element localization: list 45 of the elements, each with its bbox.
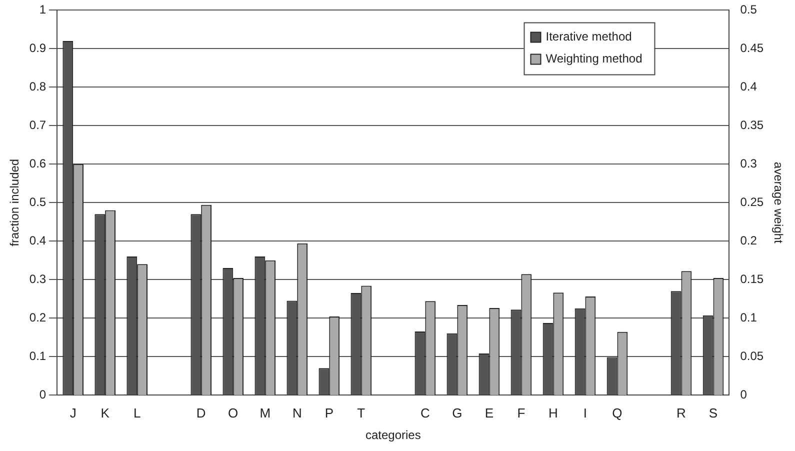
x-tick-label: H xyxy=(548,405,558,420)
legend-label: Weighting method xyxy=(546,52,642,66)
y2-tick-label: 0.45 xyxy=(740,40,764,55)
x-tick-label: C xyxy=(420,405,430,420)
x-tick-label: Q xyxy=(612,405,622,420)
y-tick-label: 0.4 xyxy=(29,233,46,248)
x-tick-label: S xyxy=(708,405,718,420)
x-tick-label: F xyxy=(517,405,526,420)
x-tick-label: J xyxy=(70,405,76,420)
x-tick-label: P xyxy=(324,405,334,420)
x-tick-label: R xyxy=(676,405,686,420)
x-tick-label: I xyxy=(583,405,588,420)
y2-tick-label: 0 xyxy=(740,387,748,402)
x-tick-label: O xyxy=(228,405,238,420)
y2-tick-label: 0.05 xyxy=(740,348,764,363)
y-tick-label: 0.2 xyxy=(29,310,46,324)
y2-axis-title: average weight xyxy=(771,162,786,244)
y-tick-label: 1 xyxy=(39,2,46,17)
y2-tick-label: 0.35 xyxy=(740,118,764,132)
x-tick-label: N xyxy=(292,405,302,420)
y-tick-label: 0.5 xyxy=(29,194,46,209)
y2-tick-label: 0.5 xyxy=(740,2,758,17)
y-tick-label: 0.3 xyxy=(29,272,46,286)
y-tick-label: 0.6 xyxy=(29,156,46,170)
y2-tick-label: 0.15 xyxy=(740,272,764,286)
y2-tick-label: 0.3 xyxy=(740,156,758,170)
y2-tick-label: 0.1 xyxy=(740,310,758,324)
legend-label: Iterative method xyxy=(546,30,632,44)
x-tick-label: E xyxy=(484,405,494,420)
y-tick-label: 0.8 xyxy=(29,79,46,94)
y2-tick-label: 0.25 xyxy=(740,194,764,209)
y-axis-title: fraction included xyxy=(8,158,22,246)
y-tick-label: 0.9 xyxy=(29,40,46,55)
y2-tick-label: 0.2 xyxy=(740,233,758,248)
y2-tick-label: 0.4 xyxy=(740,79,758,94)
x-tick-label: D xyxy=(196,405,206,420)
x-tick-label: G xyxy=(452,405,462,420)
x-tick-label: K xyxy=(100,405,110,420)
y-tick-label: 0.7 xyxy=(29,118,46,132)
y-tick-label: 0.1 xyxy=(29,348,46,363)
x-tick-label: L xyxy=(133,405,141,420)
x-tick-label: T xyxy=(357,405,366,420)
y-tick-label: 0 xyxy=(39,387,46,402)
x-tick-label: M xyxy=(260,405,271,420)
x-axis-title: categories xyxy=(365,428,421,442)
